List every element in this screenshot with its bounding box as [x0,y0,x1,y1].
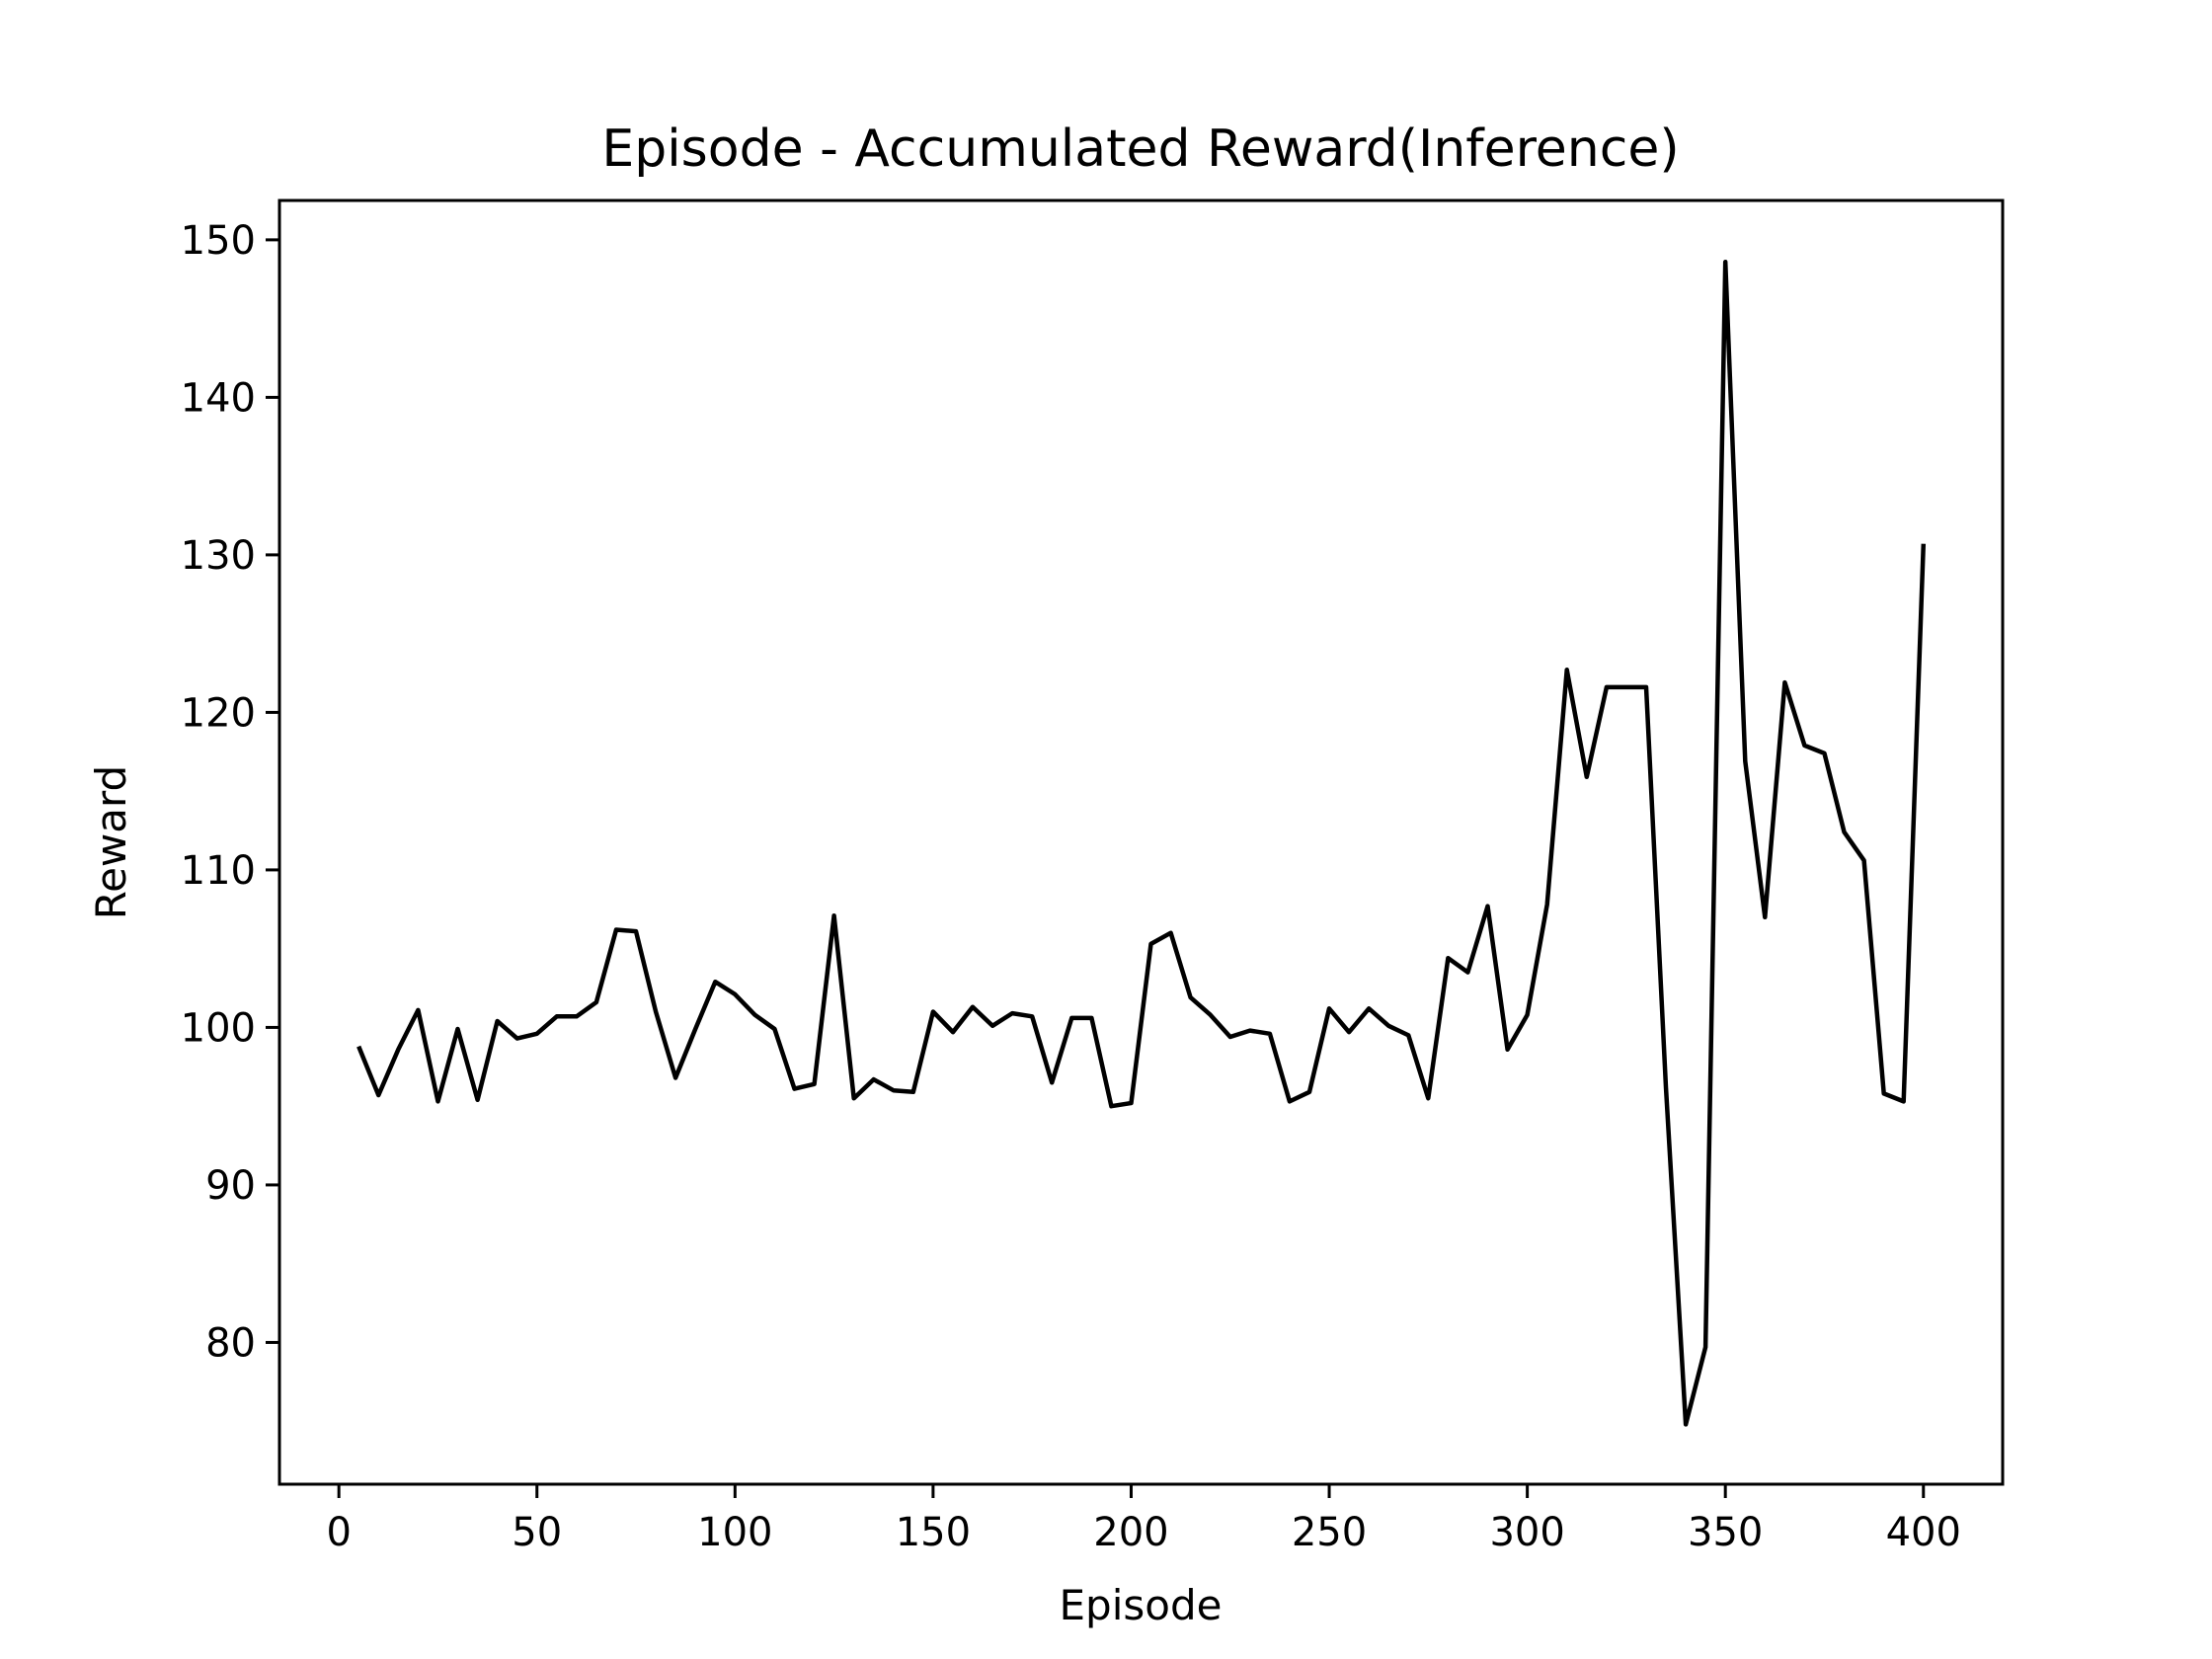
y-tick-label: 90 [205,1163,256,1209]
y-tick-label: 110 [181,848,256,894]
y-axis: 80 90 100 110 120 130 140 150 [181,218,279,1366]
x-tick-label: 150 [896,1510,971,1555]
y-axis-label: Reward [87,765,135,919]
y-tick-label: 150 [181,218,256,264]
y-tick-label: 100 [181,1005,256,1051]
x-axis-label: Episode [1060,1581,1223,1629]
y-tick-label: 130 [181,533,256,579]
x-tick-label: 200 [1093,1510,1168,1555]
x-axis: 0 50 100 150 200 250 300 350 400 [326,1484,1961,1555]
x-tick-label: 50 [512,1510,562,1555]
x-tick-label: 0 [326,1510,351,1555]
y-tick-label: 120 [181,690,256,736]
plot-frame [277,198,2005,1486]
y-tick-label: 80 [205,1320,256,1366]
series-line [356,259,1927,1427]
chart-title: Episode - Accumulated Reward(Inference) [601,119,1679,179]
x-tick-label: 100 [697,1510,772,1555]
x-tick-label: 400 [1886,1510,1961,1555]
x-tick-label: 250 [1292,1510,1367,1555]
y-tick-label: 140 [181,375,256,421]
x-tick-label: 350 [1688,1510,1763,1555]
x-tick-label: 300 [1489,1510,1564,1555]
